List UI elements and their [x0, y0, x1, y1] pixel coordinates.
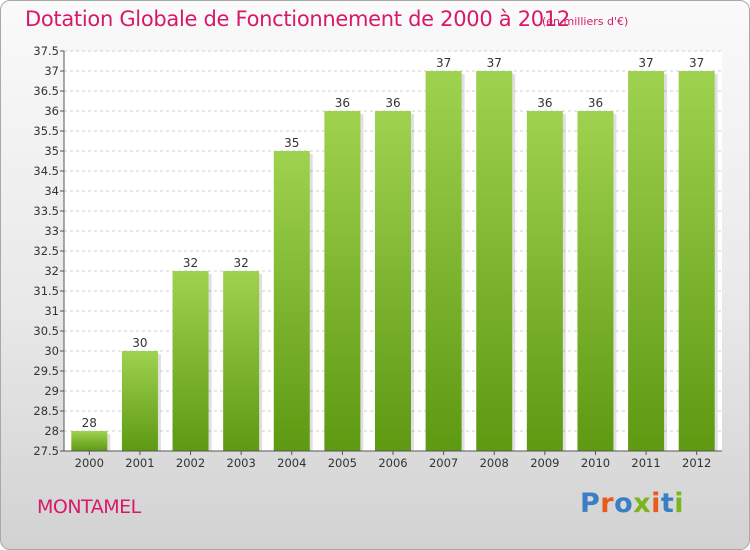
y-tick-label: 33.5: [33, 204, 59, 218]
y-tick-label: 36.5: [33, 84, 59, 98]
bar: [425, 71, 462, 451]
y-tick-label: 36: [44, 104, 59, 118]
bar: [678, 71, 715, 451]
y-tick-label: 35: [44, 144, 59, 158]
logo-letter: i: [674, 488, 685, 519]
logo-letter: i: [651, 488, 661, 519]
bar-value-label: 36: [335, 96, 350, 110]
y-tick-label: 37: [44, 64, 59, 78]
axes: 27.5 28 28.5 29 29.5 30 30.5 31 31.5 32 32.5 33 33.5…: [33, 44, 722, 470]
logo-letter: x: [633, 488, 652, 519]
y-tick-label: 34: [44, 184, 59, 198]
bar-value-label: 32: [234, 256, 249, 270]
y-tick-label: 32.5: [33, 244, 59, 258]
y-tick-label: 35.5: [33, 124, 59, 138]
bar: [476, 71, 513, 451]
bar-value-label: 35: [284, 136, 299, 150]
y-tick-label: 31: [44, 304, 59, 318]
y-tick-label: 33: [44, 224, 59, 238]
y-tick-label: 30.5: [33, 324, 59, 338]
bar: [324, 111, 361, 451]
y-tick-label: 28: [44, 424, 59, 438]
bar: [628, 71, 665, 451]
y-tick-label: 37.5: [33, 44, 59, 58]
bar: [172, 271, 209, 451]
x-tick-label: 2001: [125, 456, 154, 470]
bars: 28 30 32 32 35 36 36 37 37 36 36 37 37: [71, 56, 718, 451]
bar-value-label: 36: [588, 96, 603, 110]
bar: [375, 111, 411, 451]
y-tick-label: 34.5: [33, 164, 59, 178]
bar-value-label: 37: [487, 56, 502, 70]
bar-value-label: 36: [537, 96, 552, 110]
place-name: MONTAMEL: [37, 496, 141, 518]
bar-value-label: 28: [82, 416, 97, 430]
bar-value-label: 37: [436, 56, 451, 70]
y-tick-label: 28.5: [33, 404, 59, 418]
x-tick-label: 2004: [277, 456, 306, 470]
x-tick-label: 2002: [176, 456, 205, 470]
x-tick-label: 2006: [378, 456, 407, 470]
bar: [526, 111, 563, 451]
y-tick-label: 29.5: [33, 364, 59, 378]
logo-letter: r: [600, 488, 615, 519]
bar: [577, 111, 614, 451]
logo-letter: o: [614, 488, 634, 519]
bar-value-label: 36: [385, 96, 400, 110]
logo-letter: t: [660, 488, 675, 519]
proxiti-logo: Proxiti: [580, 488, 684, 519]
x-tick-label: 2003: [227, 456, 256, 470]
y-tick-label: 27.5: [33, 444, 59, 458]
x-tick-label: 2008: [480, 456, 509, 470]
bar: [273, 151, 310, 451]
y-tick-label: 30: [44, 344, 59, 358]
chart-title: Dotation Globale de Fonctionnement de 20…: [25, 7, 570, 31]
bar: [121, 351, 158, 451]
x-tick-label: 2000: [75, 456, 104, 470]
y-tick-label: 31.5: [33, 284, 59, 298]
x-tick-label: 2012: [682, 456, 711, 470]
x-tick-label: 2010: [581, 456, 610, 470]
bar-value-label: 37: [689, 56, 704, 70]
x-tick-label: 2007: [429, 456, 458, 470]
bar: [223, 271, 260, 451]
logo-letter: P: [580, 488, 601, 519]
bar: [71, 431, 108, 451]
x-tick-label: 2005: [328, 456, 357, 470]
x-tick-label: 2011: [631, 456, 660, 470]
bar-value-label: 30: [132, 336, 147, 350]
bar-value-label: 37: [638, 56, 653, 70]
x-tick-label: 2009: [530, 456, 559, 470]
bar-value-label: 32: [183, 256, 198, 270]
y-tick-label: 32: [44, 264, 59, 278]
unit-note: (en milliers d'€): [542, 15, 629, 28]
y-tick-label: 29: [44, 384, 59, 398]
